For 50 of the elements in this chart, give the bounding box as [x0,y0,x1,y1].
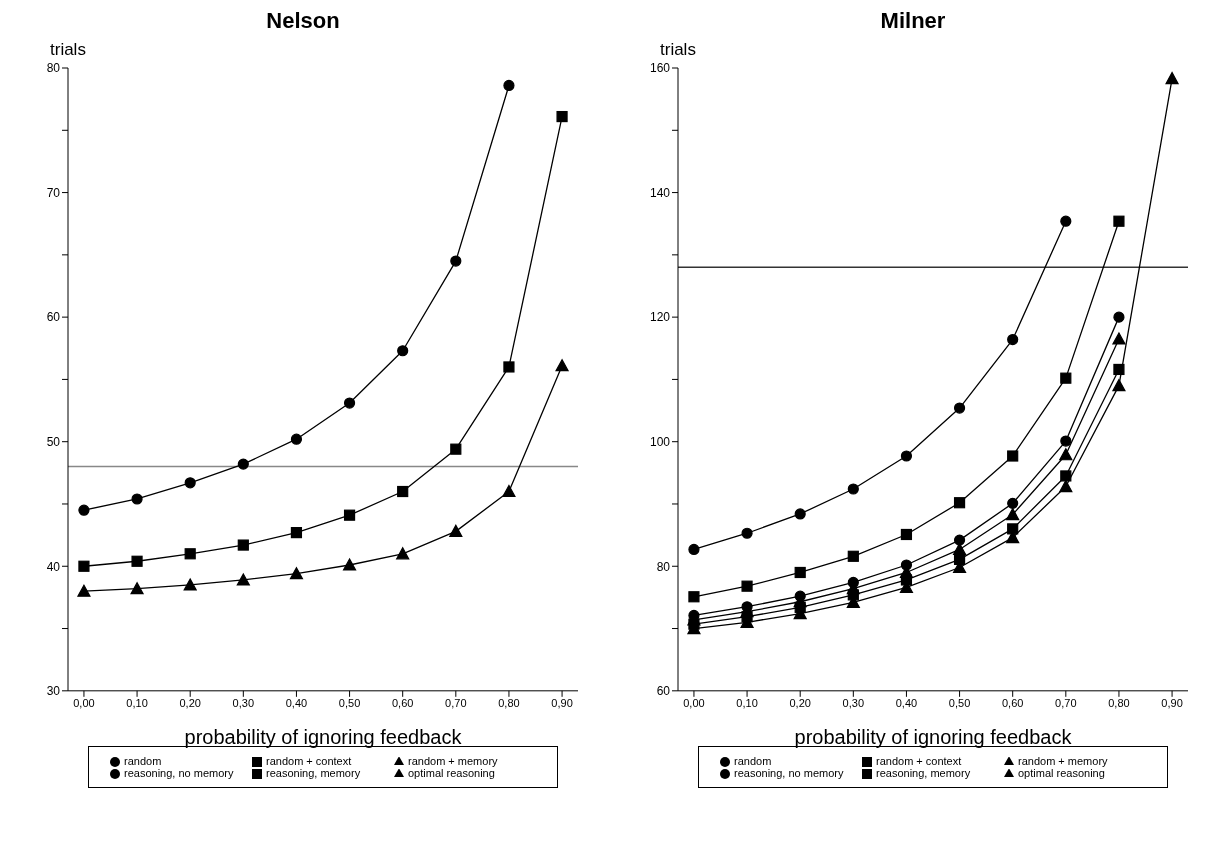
legend-label: reasoning, memory [266,766,362,779]
x-tick-label: 0,70 [445,696,467,709]
x-tick-label: 0,90 [551,696,573,709]
y-tick-label: 160 [649,61,671,76]
y-tick-label: 120 [649,310,671,325]
x-tick-label: 0,30 [842,696,865,709]
y-tick-label: 100 [649,434,671,449]
legend-label: optimal reasoning [408,766,495,779]
x-tick-label: 0,00 [683,696,705,709]
x-tick-label: 0,10 [736,696,758,709]
legend-label: reasoning, no memory [734,766,845,779]
legend-label: random + context [876,754,963,767]
x-axis-title: probability of ignoring feedback [184,725,463,748]
x-tick-label: 0,20 [789,696,811,709]
x-tick-label: 0,90 [1161,696,1183,709]
y-axis-title: trials [50,40,86,60]
x-tick-label: 0,00 [73,696,95,709]
legend-label: random + context [266,754,353,767]
legend-label: reasoning, memory [876,766,972,779]
legend-label: reasoning, no memory [124,766,235,779]
y-tick-label: 80 [656,559,671,574]
x-tick-label: 0,70 [1055,696,1077,709]
legend-label: random [124,754,163,767]
y-tick-label: 30 [46,684,61,699]
y-tick-label: 60 [46,310,61,325]
y-tick-label: 70 [46,185,61,200]
legend-label: random + memory [408,754,499,767]
x-tick-label: 0,60 [1001,696,1024,709]
x-tick-label: 0,10 [126,696,148,709]
x-tick-label: 0,30 [232,696,255,709]
x-axis-title: probability of ignoring feedback [794,725,1073,748]
y-tick-label: 60 [656,684,671,699]
legend-label: optimal reasoning [1018,766,1105,779]
legend-label: random + memory [1018,754,1109,767]
legend-label: random [734,754,773,767]
y-tick-label: 80 [46,61,61,76]
x-tick-label: 0,80 [498,696,520,709]
y-tick-label: 50 [46,434,61,449]
chart-title: Nelson [265,8,341,35]
x-tick-label: 0,60 [391,696,414,709]
y-axis-title: trials [660,40,696,60]
x-tick-label: 0,50 [338,696,361,709]
y-tick-label: 140 [649,185,671,200]
x-tick-label: 0,40 [285,696,308,709]
x-tick-label: 0,40 [895,696,918,709]
chart-title: Milner [879,8,947,35]
x-tick-label: 0,20 [179,696,201,709]
x-tick-label: 0,50 [948,696,971,709]
x-tick-label: 0,80 [1108,696,1130,709]
y-tick-label: 40 [46,559,61,574]
